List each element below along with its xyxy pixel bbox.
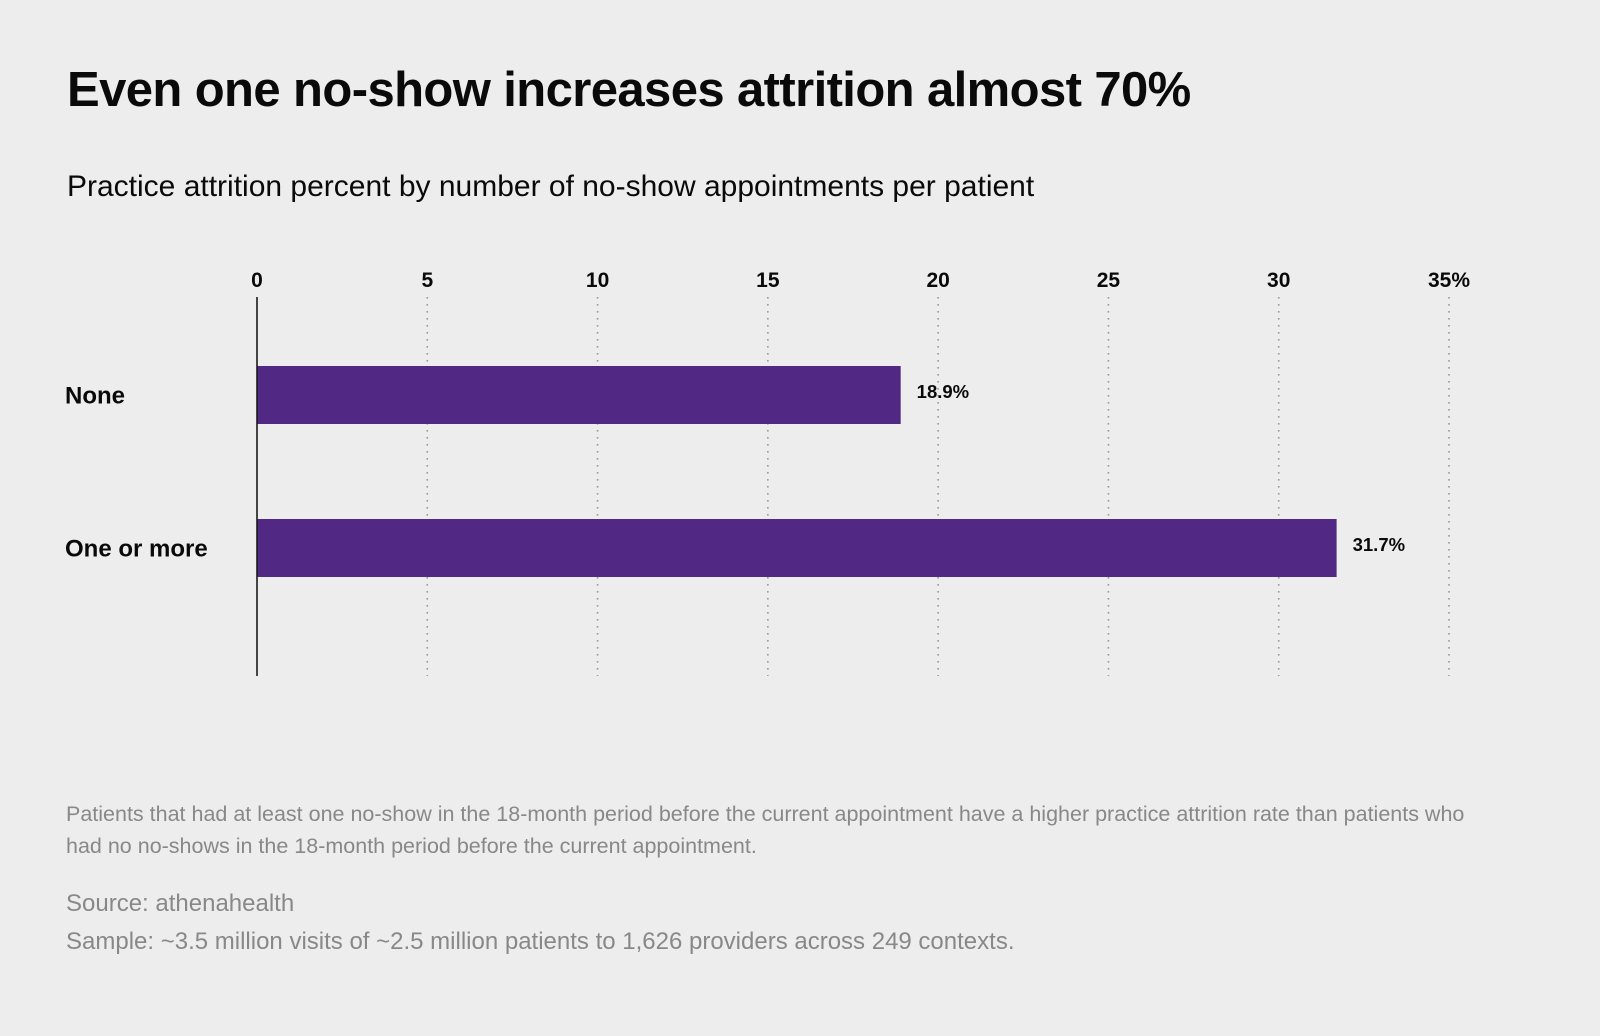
category-label: One or more — [65, 535, 208, 562]
category-label: None — [65, 382, 125, 409]
data-label: 18.9% — [917, 381, 969, 402]
x-tick-label: 25 — [1097, 269, 1121, 292]
bar — [257, 366, 901, 424]
x-tick-label: 35% — [1428, 269, 1470, 292]
x-tick-label: 5 — [421, 269, 433, 292]
source-note: Source: athenahealth — [66, 890, 295, 917]
x-tick-label: 10 — [586, 269, 609, 292]
bars — [257, 366, 1337, 577]
bar — [257, 519, 1337, 577]
x-tick-label: 30 — [1267, 269, 1290, 292]
x-tick-label: 20 — [926, 269, 949, 292]
bar-chart: 0 5 10 15 20 25 30 35% 18.9% 31.7% None One or mo… — [65, 269, 1470, 676]
data-labels: 18.9% 31.7% — [917, 381, 1405, 555]
chart-title: Even one no-show increases attrition alm… — [67, 63, 1191, 117]
data-label: 31.7% — [1353, 534, 1405, 555]
chart-footnote: Patients that had at least one no-show i… — [66, 802, 1465, 858]
x-tick-label: 15 — [756, 269, 780, 292]
sample-note: Sample: ~3.5 million visits of ~2.5 mill… — [66, 928, 1015, 955]
gridlines — [426, 297, 1450, 676]
x-tick-label: 0 — [251, 269, 263, 292]
chart-subtitle: Practice attrition percent by number of … — [67, 170, 1035, 203]
category-labels: None One or more — [65, 382, 208, 562]
x-axis-ticks: 0 5 10 15 20 25 30 35% — [251, 269, 1470, 292]
